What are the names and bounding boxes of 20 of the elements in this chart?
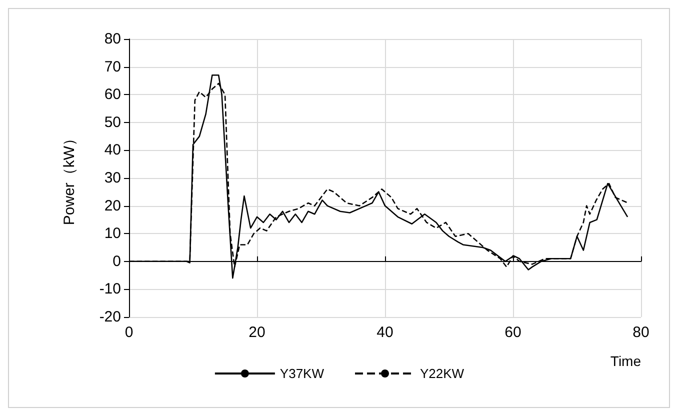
x-tick-label: 0	[124, 324, 134, 341]
y-tick-label: 80	[104, 30, 121, 48]
x-tick-label: 60	[504, 324, 522, 341]
x-axis-title: Time	[610, 353, 642, 369]
y-tick-label: 70	[104, 58, 121, 76]
y-axis-title: Power（kW）	[61, 130, 78, 226]
y-tick-label: -20	[99, 308, 121, 326]
y-tick-label: 60	[104, 86, 121, 104]
legend-label: Y37KW	[280, 366, 325, 381]
y-tick-label: 40	[104, 142, 121, 159]
y-tick-label: 0	[112, 252, 121, 270]
y-tick-label: 10	[104, 225, 121, 242]
y-tick-label: 20	[104, 197, 121, 214]
x-tick-label: 80	[632, 324, 650, 341]
x-tick-label: 40	[376, 324, 394, 341]
y-tick-label: -10	[99, 280, 121, 298]
x-tick-label: 20	[248, 324, 266, 341]
y-tick-label: 30	[104, 170, 121, 186]
y-tick-label: 50	[104, 114, 121, 131]
legend-label: Y22KW	[420, 366, 465, 381]
